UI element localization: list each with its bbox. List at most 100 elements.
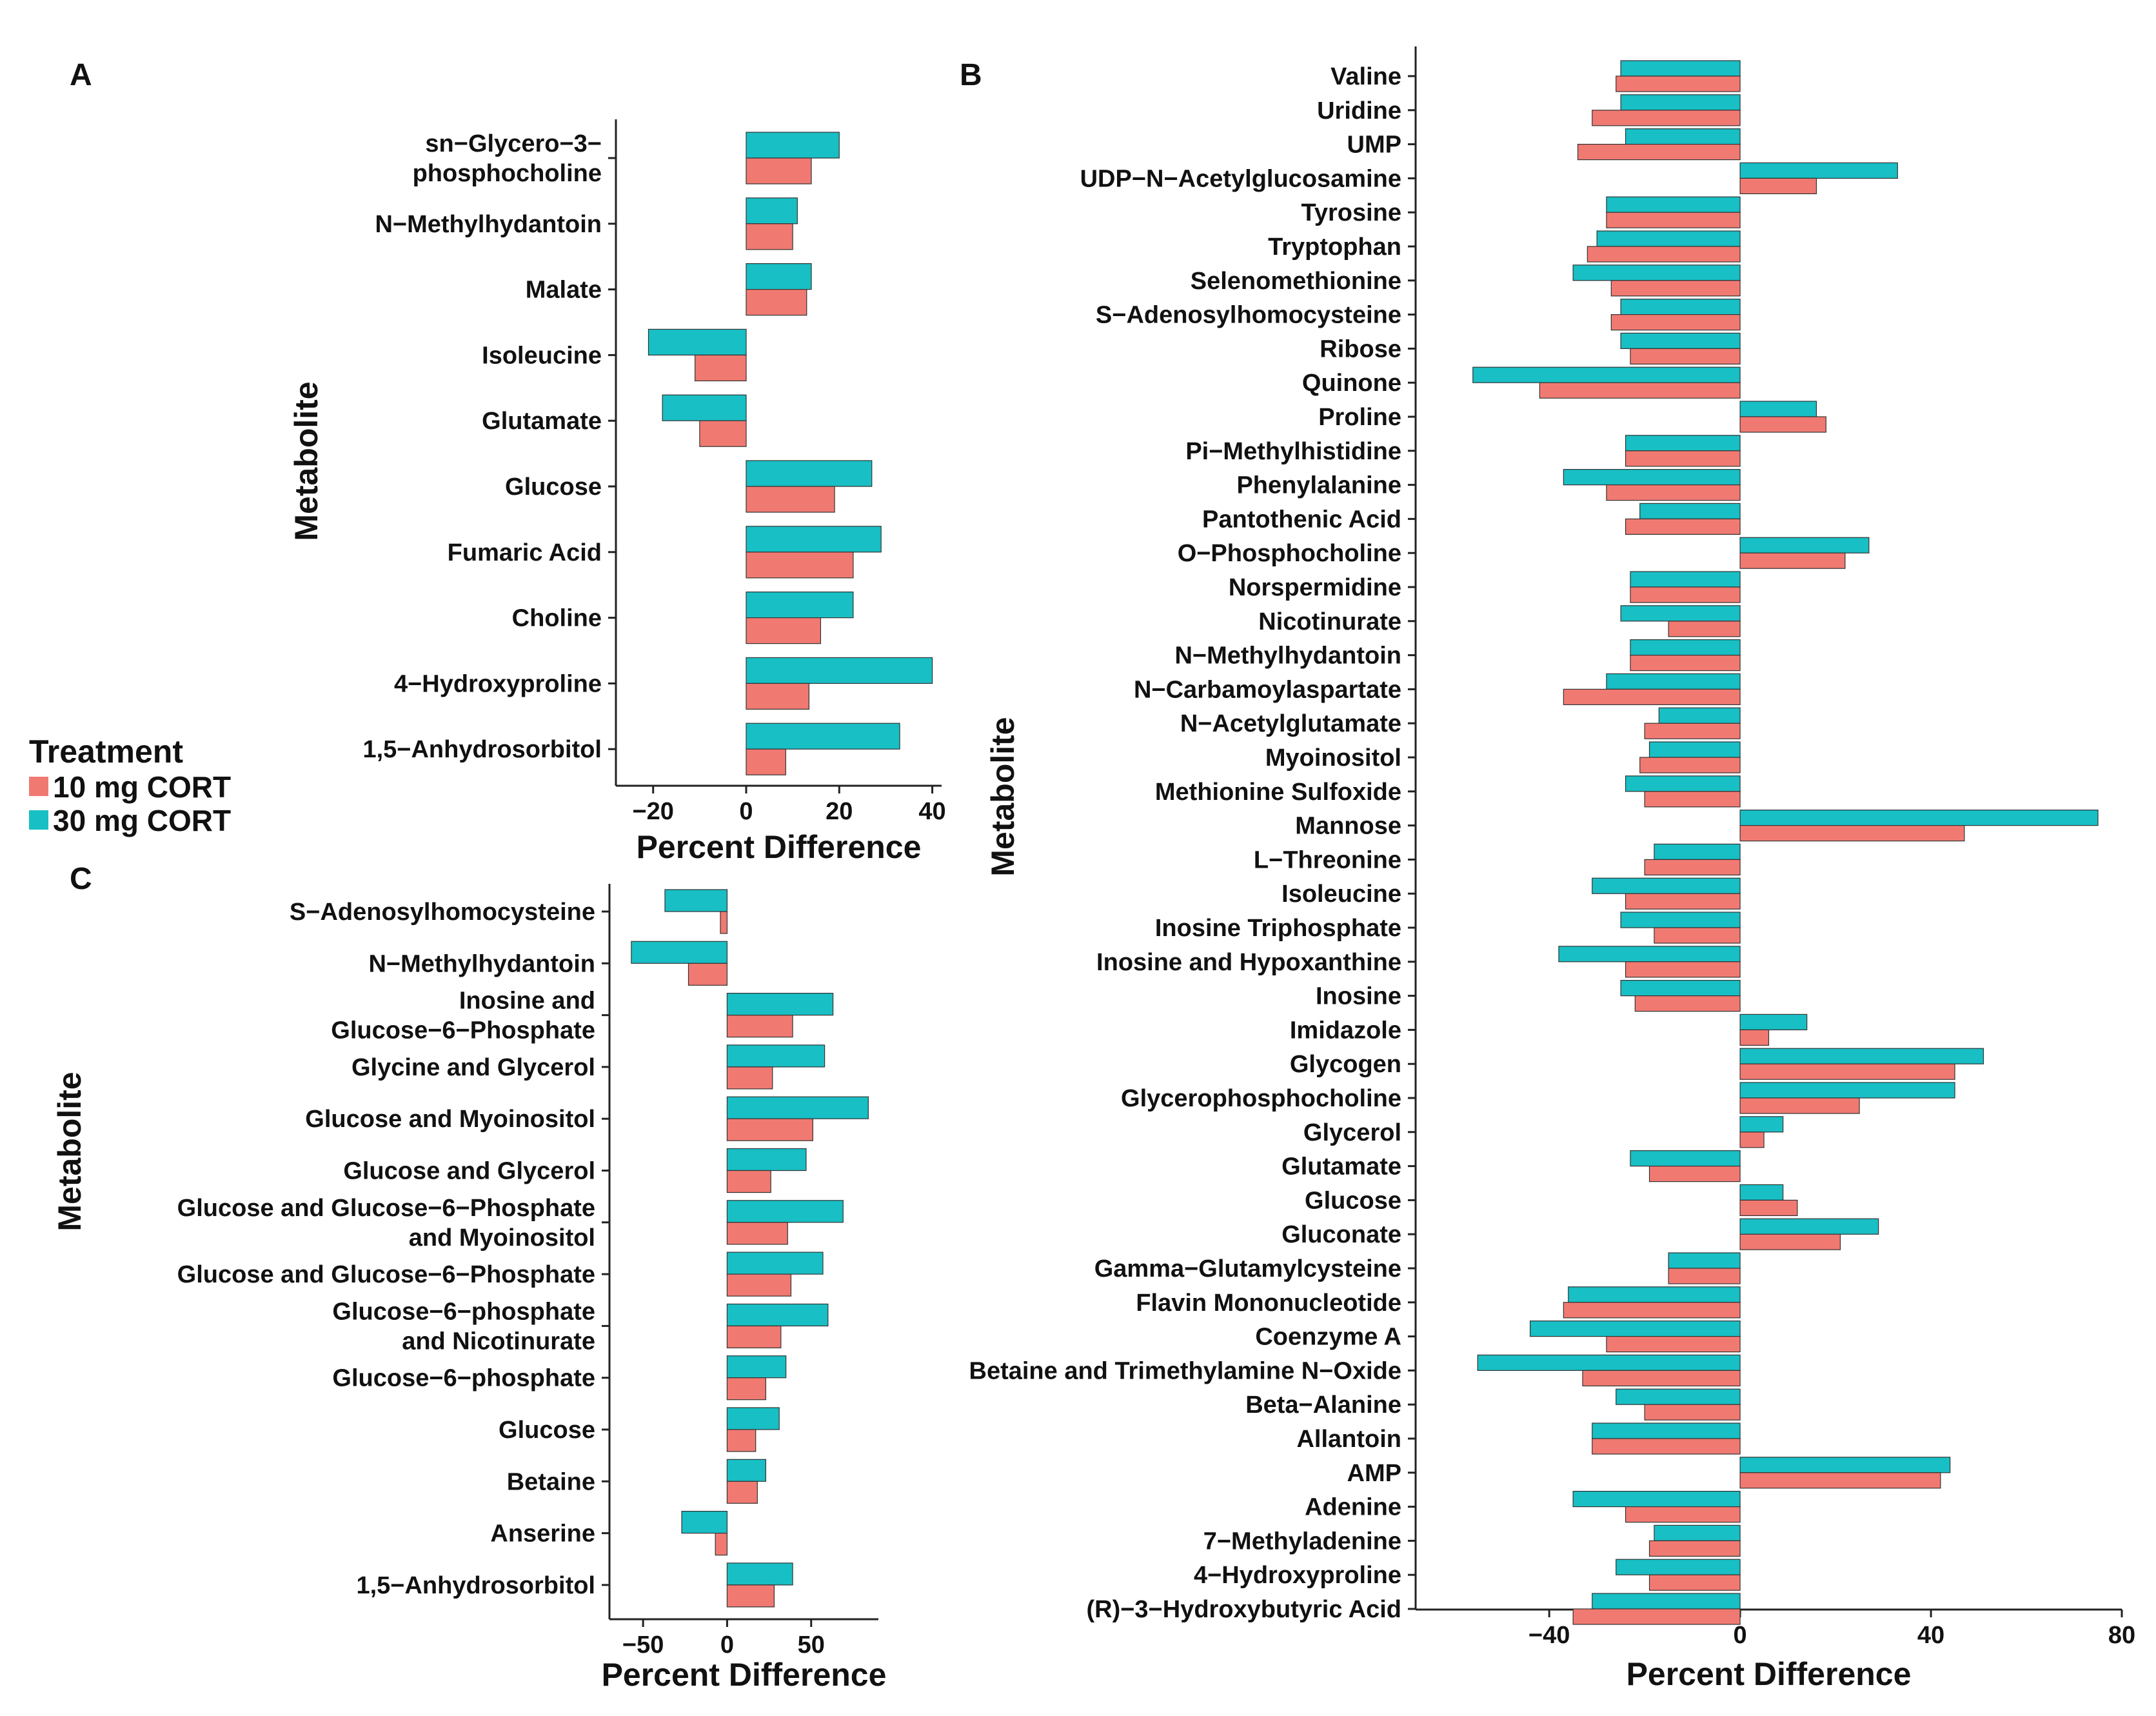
- category-label: Tyrosine: [1301, 199, 1401, 226]
- bar-30mg: [726, 1252, 824, 1275]
- bar-30mg: [1592, 1593, 1741, 1610]
- category-label: Methionine Sulfoxide: [1155, 779, 1401, 806]
- legend: Treatment 10 mg CORT 30 mg CORT: [29, 733, 231, 837]
- bar-10mg: [726, 1377, 766, 1401]
- category-label: Adenine: [1305, 1494, 1401, 1521]
- bar-30mg: [1630, 571, 1741, 588]
- bar-30mg: [1739, 1048, 1984, 1064]
- bar-30mg: [1654, 1524, 1741, 1541]
- bar-10mg: [687, 963, 728, 986]
- bar-10mg: [726, 1325, 782, 1348]
- category-label: Inosine Triphosphate: [1155, 915, 1401, 942]
- x-axis-title: Percent Difference: [637, 829, 922, 865]
- category-label: and Nicotinurate: [402, 1328, 595, 1355]
- bar-10mg: [726, 1584, 775, 1608]
- category-label: phosphocholine: [413, 160, 602, 187]
- bar-30mg: [1592, 877, 1741, 894]
- category-label: Inosine: [1316, 983, 1401, 1010]
- bar-30mg: [1616, 1559, 1741, 1575]
- bar-10mg: [1739, 1029, 1770, 1046]
- category-label: Glucose: [505, 474, 602, 501]
- category-label: Beta−Alanine: [1245, 1392, 1401, 1419]
- bar-30mg: [1739, 1218, 1879, 1235]
- bar-10mg: [1616, 75, 1741, 92]
- bar-10mg: [1610, 314, 1741, 331]
- bar-30mg: [1739, 1013, 1808, 1031]
- bar-10mg: [1654, 927, 1741, 944]
- bar-10mg: [1630, 654, 1741, 672]
- bar-10mg: [720, 911, 728, 934]
- category-label: N−Methylhydantoin: [368, 950, 595, 977]
- category-label: Betaine and Trimethylamine N−Oxide: [969, 1357, 1402, 1384]
- bar-30mg: [631, 941, 728, 964]
- bar-30mg: [726, 1407, 780, 1430]
- bar-30mg: [1606, 673, 1741, 690]
- category-label: Glutamate: [482, 408, 602, 435]
- bar-10mg: [1739, 1233, 1841, 1250]
- category-label: Isoleucine: [1281, 881, 1401, 908]
- bar-10mg: [699, 420, 747, 447]
- bar-10mg: [1625, 961, 1741, 978]
- bar-10mg: [1539, 382, 1741, 399]
- bar-30mg: [1606, 196, 1741, 213]
- bar-10mg: [746, 157, 812, 185]
- x-tick-label: 40: [1917, 1622, 1944, 1649]
- bar-30mg: [1739, 1116, 1784, 1133]
- x-tick-label: 40: [918, 798, 945, 825]
- bar-10mg: [746, 486, 835, 513]
- bar-30mg: [726, 1200, 844, 1223]
- bar-10mg: [746, 748, 786, 775]
- category-label: Glucose−6−phosphate: [332, 1365, 595, 1392]
- category-label: Glucose and Glycerol: [343, 1158, 595, 1185]
- category-label: Glucose−6−phosphate: [332, 1298, 595, 1325]
- bar-10mg: [1630, 348, 1741, 365]
- category-label: UDP−N−Acetylglucosamine: [1080, 165, 1401, 192]
- bar-10mg: [746, 289, 807, 316]
- bar-10mg: [1634, 995, 1741, 1012]
- bar-10mg: [1739, 1097, 1860, 1114]
- bar-10mg: [1739, 177, 1817, 194]
- category-label: Tryptophan: [1268, 234, 1401, 261]
- legend-swatch-10mg: [29, 777, 48, 796]
- x-tick-label: 20: [826, 798, 853, 825]
- bar-10mg: [1577, 144, 1741, 161]
- panel-b-chart: B −40 0 40 80 Percent Difference Metabolite Val…: [960, 46, 2135, 1692]
- category-label: Proline: [1318, 404, 1401, 431]
- bar-10mg: [1639, 757, 1741, 773]
- bar-30mg: [746, 657, 933, 684]
- category-label: N−Carbamoylaspartate: [1134, 676, 1401, 703]
- bar-10mg: [1648, 1540, 1741, 1557]
- bar-10mg: [726, 1481, 758, 1504]
- category-label: sn−Glycero−3−: [425, 130, 602, 157]
- bar-30mg: [1620, 605, 1741, 622]
- bar-10mg: [1739, 1199, 1798, 1217]
- category-label: Glycogen: [1290, 1051, 1401, 1078]
- bar-30mg: [726, 1355, 787, 1379]
- category-label: Glucose−6−Phosphate: [331, 1017, 595, 1044]
- bar-30mg: [726, 1096, 869, 1119]
- category-label: Isoleucine: [482, 342, 602, 369]
- bar-10mg: [1625, 518, 1741, 535]
- bar-10mg: [1625, 1506, 1741, 1523]
- bar-10mg: [726, 1170, 771, 1193]
- bar-10mg: [1572, 1608, 1741, 1625]
- category-label: UMP: [1347, 132, 1401, 159]
- bar-10mg: [1739, 1472, 1941, 1489]
- category-label: 4−Hydroxyproline: [1194, 1562, 1401, 1589]
- bar-10mg: [1648, 1574, 1741, 1591]
- category-label: Fumaric Acid: [448, 539, 602, 566]
- category-label: N−Acetylglutamate: [1180, 710, 1401, 737]
- category-label: Pi−Methylhistidine: [1185, 438, 1401, 465]
- x-tick-label: −50: [622, 1631, 664, 1659]
- legend-label-10mg: 10 mg CORT: [53, 770, 231, 804]
- category-label: 4−Hydroxyproline: [394, 670, 602, 697]
- bar-30mg: [1563, 468, 1741, 486]
- x-tick-label: −20: [632, 798, 673, 825]
- bar-30mg: [1625, 435, 1741, 452]
- category-label: Gamma−Glutamylcysteine: [1094, 1255, 1401, 1282]
- category-label: AMP: [1347, 1460, 1401, 1487]
- category-label: Coenzyme A: [1255, 1324, 1401, 1351]
- bar-10mg: [1592, 1438, 1741, 1455]
- bar-10mg: [726, 1429, 757, 1452]
